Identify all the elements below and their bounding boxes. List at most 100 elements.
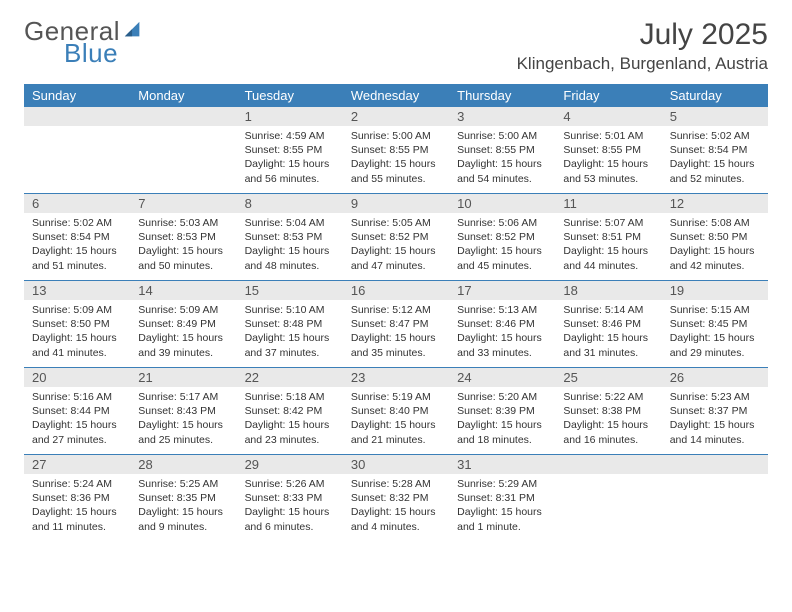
day-number: 16 [343,281,449,300]
day-info: Sunrise: 5:22 AMSunset: 8:38 PMDaylight:… [555,387,661,452]
daylight-line: Daylight: 15 hours and 14 minutes. [670,418,760,446]
day-cell: 24Sunrise: 5:20 AMSunset: 8:39 PMDayligh… [449,368,555,454]
day-cell: 11Sunrise: 5:07 AMSunset: 8:51 PMDayligh… [555,194,661,280]
day-cell [662,455,768,541]
sunrise-line: Sunrise: 5:04 AM [245,216,335,230]
day-info: Sunrise: 5:25 AMSunset: 8:35 PMDaylight:… [130,474,236,539]
sunset-line: Sunset: 8:55 PM [351,143,441,157]
day-cell: 16Sunrise: 5:12 AMSunset: 8:47 PMDayligh… [343,281,449,367]
sunrise-line: Sunrise: 5:00 AM [457,129,547,143]
day-info: Sunrise: 5:17 AMSunset: 8:43 PMDaylight:… [130,387,236,452]
daylight-line: Daylight: 15 hours and 52 minutes. [670,157,760,185]
day-cell: 8Sunrise: 5:04 AMSunset: 8:53 PMDaylight… [237,194,343,280]
day-cell: 10Sunrise: 5:06 AMSunset: 8:52 PMDayligh… [449,194,555,280]
day-info: Sunrise: 5:09 AMSunset: 8:50 PMDaylight:… [24,300,130,365]
sunset-line: Sunset: 8:43 PM [138,404,228,418]
sunset-line: Sunset: 8:53 PM [245,230,335,244]
week-row: 27Sunrise: 5:24 AMSunset: 8:36 PMDayligh… [24,454,768,541]
sunrise-line: Sunrise: 5:23 AM [670,390,760,404]
sunset-line: Sunset: 8:32 PM [351,491,441,505]
day-number: 9 [343,194,449,213]
day-number: 11 [555,194,661,213]
sunrise-line: Sunrise: 5:25 AM [138,477,228,491]
day-cell: 1Sunrise: 4:59 AMSunset: 8:55 PMDaylight… [237,107,343,193]
location-subtitle: Klingenbach, Burgenland, Austria [517,54,768,74]
sunset-line: Sunset: 8:35 PM [138,491,228,505]
day-info: Sunrise: 5:16 AMSunset: 8:44 PMDaylight:… [24,387,130,452]
sunrise-line: Sunrise: 5:26 AM [245,477,335,491]
day-cell: 4Sunrise: 5:01 AMSunset: 8:55 PMDaylight… [555,107,661,193]
sunset-line: Sunset: 8:49 PM [138,317,228,331]
day-info: Sunrise: 5:02 AMSunset: 8:54 PMDaylight:… [24,213,130,278]
day-info: Sunrise: 5:12 AMSunset: 8:47 PMDaylight:… [343,300,449,365]
daylight-line: Daylight: 15 hours and 6 minutes. [245,505,335,533]
sunrise-line: Sunrise: 5:05 AM [351,216,441,230]
day-number: 8 [237,194,343,213]
daylight-line: Daylight: 15 hours and 27 minutes. [32,418,122,446]
sunrise-line: Sunrise: 5:06 AM [457,216,547,230]
sunrise-line: Sunrise: 5:10 AM [245,303,335,317]
day-number: 3 [449,107,555,126]
day-number: 21 [130,368,236,387]
day-cell: 12Sunrise: 5:08 AMSunset: 8:50 PMDayligh… [662,194,768,280]
daylight-line: Daylight: 15 hours and 42 minutes. [670,244,760,272]
day-cell: 9Sunrise: 5:05 AMSunset: 8:52 PMDaylight… [343,194,449,280]
day-number: 7 [130,194,236,213]
page-header: GeneralBlue July 2025 Klingenbach, Burge… [24,18,768,74]
sunrise-line: Sunrise: 5:01 AM [563,129,653,143]
day-info: Sunrise: 5:07 AMSunset: 8:51 PMDaylight:… [555,213,661,278]
daylight-line: Daylight: 15 hours and 45 minutes. [457,244,547,272]
day-number: 13 [24,281,130,300]
day-info: Sunrise: 5:23 AMSunset: 8:37 PMDaylight:… [662,387,768,452]
day-number: 26 [662,368,768,387]
sunset-line: Sunset: 8:38 PM [563,404,653,418]
day-info: Sunrise: 5:00 AMSunset: 8:55 PMDaylight:… [449,126,555,191]
day-number: 2 [343,107,449,126]
day-cell: 20Sunrise: 5:16 AMSunset: 8:44 PMDayligh… [24,368,130,454]
daylight-line: Daylight: 15 hours and 16 minutes. [563,418,653,446]
sunrise-line: Sunrise: 5:16 AM [32,390,122,404]
daylight-line: Daylight: 15 hours and 23 minutes. [245,418,335,446]
sunset-line: Sunset: 8:31 PM [457,491,547,505]
day-cell: 6Sunrise: 5:02 AMSunset: 8:54 PMDaylight… [24,194,130,280]
sunset-line: Sunset: 8:46 PM [457,317,547,331]
sunrise-line: Sunrise: 5:14 AM [563,303,653,317]
daylight-line: Daylight: 15 hours and 37 minutes. [245,331,335,359]
day-number: 5 [662,107,768,126]
daylight-line: Daylight: 15 hours and 50 minutes. [138,244,228,272]
day-info: Sunrise: 5:01 AMSunset: 8:55 PMDaylight:… [555,126,661,191]
sunrise-line: Sunrise: 5:19 AM [351,390,441,404]
day-cell: 26Sunrise: 5:23 AMSunset: 8:37 PMDayligh… [662,368,768,454]
weekday-sunday: Sunday [24,84,130,107]
day-number [130,107,236,126]
sunrise-line: Sunrise: 5:17 AM [138,390,228,404]
day-cell: 14Sunrise: 5:09 AMSunset: 8:49 PMDayligh… [130,281,236,367]
sunset-line: Sunset: 8:51 PM [563,230,653,244]
weekday-tuesday: Tuesday [237,84,343,107]
sunrise-line: Sunrise: 5:09 AM [32,303,122,317]
sunset-line: Sunset: 8:55 PM [245,143,335,157]
daylight-line: Daylight: 15 hours and 41 minutes. [32,331,122,359]
day-cell: 17Sunrise: 5:13 AMSunset: 8:46 PMDayligh… [449,281,555,367]
sunset-line: Sunset: 8:37 PM [670,404,760,418]
day-info: Sunrise: 5:08 AMSunset: 8:50 PMDaylight:… [662,213,768,278]
day-cell: 28Sunrise: 5:25 AMSunset: 8:35 PMDayligh… [130,455,236,541]
day-cell: 18Sunrise: 5:14 AMSunset: 8:46 PMDayligh… [555,281,661,367]
sunrise-line: Sunrise: 5:15 AM [670,303,760,317]
sunrise-line: Sunrise: 5:07 AM [563,216,653,230]
day-cell: 21Sunrise: 5:17 AMSunset: 8:43 PMDayligh… [130,368,236,454]
day-cell: 3Sunrise: 5:00 AMSunset: 8:55 PMDaylight… [449,107,555,193]
day-info: Sunrise: 5:18 AMSunset: 8:42 PMDaylight:… [237,387,343,452]
daylight-line: Daylight: 15 hours and 25 minutes. [138,418,228,446]
sunset-line: Sunset: 8:45 PM [670,317,760,331]
week-row: 1Sunrise: 4:59 AMSunset: 8:55 PMDaylight… [24,107,768,193]
day-number: 12 [662,194,768,213]
weekday-monday: Monday [130,84,236,107]
daylight-line: Daylight: 15 hours and 9 minutes. [138,505,228,533]
day-number: 1 [237,107,343,126]
daylight-line: Daylight: 15 hours and 51 minutes. [32,244,122,272]
day-info: Sunrise: 5:26 AMSunset: 8:33 PMDaylight:… [237,474,343,539]
day-cell: 23Sunrise: 5:19 AMSunset: 8:40 PMDayligh… [343,368,449,454]
sunrise-line: Sunrise: 5:24 AM [32,477,122,491]
sunset-line: Sunset: 8:54 PM [670,143,760,157]
